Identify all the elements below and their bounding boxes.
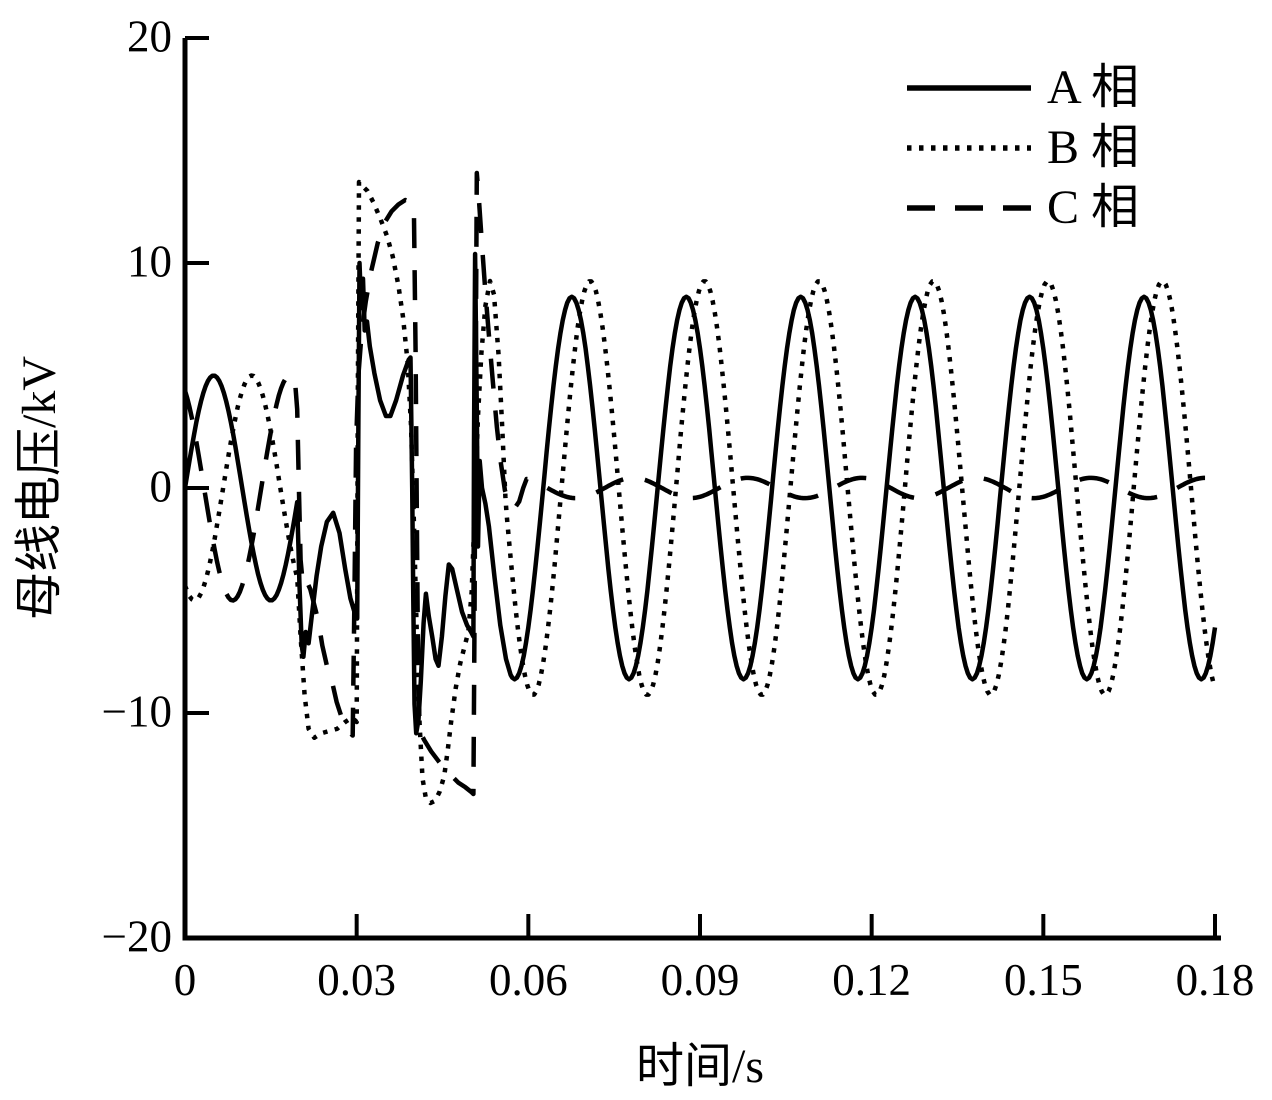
x-axis-title: 时间/s [635,1040,765,1093]
legend-item-phase-b: B 相 [905,118,1139,178]
chart-legend: A 相 B 相 C 相 [905,58,1139,238]
axes [182,36,1221,941]
x-tick-label: 0.15 [1003,955,1083,1005]
series-solid [182,251,1218,736]
x-tick-label: 0.09 [660,955,740,1005]
legend-label-phase-c: C 相 [1047,181,1140,234]
y-tick-label: 0 [149,461,173,512]
y-tick-label: −10 [101,686,172,737]
legend-line-dotted-icon [907,145,1031,151]
legend-line-dashed-icon [907,205,1031,211]
y-tick-label: 20 [127,11,172,62]
x-tick-label: 0.03 [317,955,397,1005]
x-tick-label: 0.12 [832,955,912,1005]
legend-line-solid-icon [907,85,1031,91]
y-tick-label: −20 [101,911,172,962]
x-tick-label: 0.06 [488,955,568,1005]
legend-label-phase-b: B 相 [1047,121,1140,174]
y-tick-label: 10 [127,236,172,287]
series-dotted [182,179,1217,806]
legend-label-phase-a: A 相 [1047,61,1140,114]
waveform-series [182,170,1218,806]
x-tick-label: 0 [173,955,197,1005]
series-dashed [182,170,1216,797]
legend-item-phase-a: A 相 [905,58,1139,118]
legend-item-phase-c: C 相 [905,178,1139,238]
x-tick-label: 0.18 [1175,955,1255,1005]
